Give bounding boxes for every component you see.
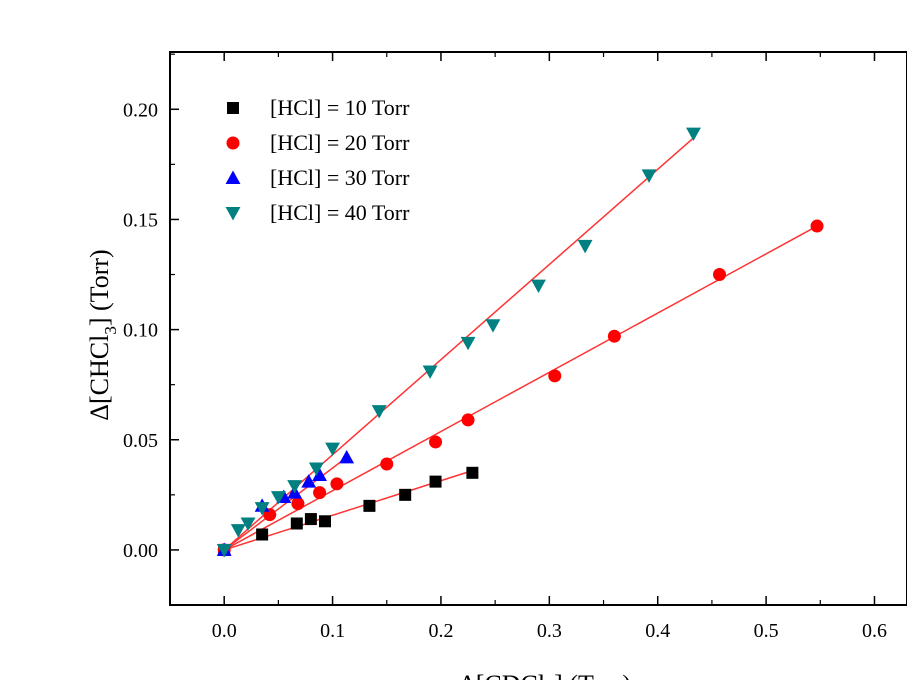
x-axis-title: Δ[CDCl₃] (Torr) xyxy=(459,670,631,680)
x-tick-label: 0.5 xyxy=(754,620,779,642)
data-point xyxy=(712,268,726,282)
data-point xyxy=(308,462,324,476)
data-point xyxy=(287,480,303,494)
legend: [HCl] = 10 Torr [HCl] = 20 Torr [HCl] = 30… xyxy=(225,95,410,225)
legend-label: [HCl] = 20 Torr xyxy=(270,130,410,155)
y-tick-label: 0.15 xyxy=(123,209,158,231)
legend-marker xyxy=(225,170,241,184)
y-tick-label: 0.20 xyxy=(123,99,158,121)
data-point xyxy=(216,543,232,558)
data-point xyxy=(641,169,657,183)
x-tick-label: 0.3 xyxy=(537,620,562,642)
data-point xyxy=(240,517,256,531)
y-axis-title-main: Δ[CHCl xyxy=(85,335,114,421)
data-point xyxy=(531,279,546,293)
data-point xyxy=(686,127,701,141)
data-points xyxy=(216,127,824,558)
data-point xyxy=(422,365,438,379)
data-point xyxy=(460,336,476,351)
data-point xyxy=(256,528,269,541)
fit-line xyxy=(223,456,348,551)
data-point xyxy=(371,405,387,419)
y-axis-title-sub: 3 xyxy=(101,326,120,335)
data-point xyxy=(461,413,475,427)
data-point xyxy=(466,466,479,479)
data-point xyxy=(429,435,443,449)
data-point xyxy=(577,239,593,254)
data-point xyxy=(290,517,303,530)
data-point xyxy=(363,499,376,512)
data-point xyxy=(380,457,394,471)
y-axis: 0.00 0.05 0.10 0.15 0.20 xyxy=(123,53,179,606)
fit-line xyxy=(223,137,694,551)
data-point xyxy=(291,497,305,511)
data-point xyxy=(325,442,341,457)
data-point xyxy=(230,524,246,538)
data-point xyxy=(429,475,442,488)
data-point xyxy=(270,491,286,505)
fit-line xyxy=(223,225,818,551)
data-point xyxy=(810,219,824,233)
legend-label: [HCl] = 40 Torr xyxy=(270,200,410,225)
data-point xyxy=(318,515,331,528)
x-tick-label: 0.1 xyxy=(320,620,345,642)
x-tick-label: 0.4 xyxy=(645,620,670,642)
data-point xyxy=(312,467,328,481)
y-axis-title-tail: ] (Torr) xyxy=(85,249,114,326)
legend-marker xyxy=(226,136,240,150)
y-tick-label: 0.05 xyxy=(123,430,158,452)
x-tick-label: 0.2 xyxy=(428,620,453,642)
legend-label: [HCl] = 30 Torr xyxy=(270,165,410,190)
data-point xyxy=(485,319,501,333)
plot-frame xyxy=(169,51,907,606)
data-point xyxy=(548,369,562,383)
y-tick-label: 0.00 xyxy=(123,540,158,562)
legend-label: [HCl] = 10 Torr xyxy=(270,95,410,120)
data-point xyxy=(607,329,621,343)
legend-marker xyxy=(225,207,241,221)
y-axis-title: Δ[CHCl3] (Torr) xyxy=(85,249,120,420)
x-tick-label: 0.0 xyxy=(212,620,237,642)
legend-marker xyxy=(227,102,239,114)
data-point xyxy=(313,486,327,500)
x-axis: 0.0 0.1 0.2 0.3 0.4 0.5 0.6 xyxy=(212,52,887,642)
data-point xyxy=(399,488,412,501)
data-point xyxy=(339,449,355,464)
data-point xyxy=(254,502,270,516)
data-point xyxy=(304,513,317,526)
y-tick-label: 0.10 xyxy=(123,320,158,342)
data-point xyxy=(301,474,317,488)
x-tick-label: 0.6 xyxy=(862,620,887,642)
data-point xyxy=(330,477,344,491)
